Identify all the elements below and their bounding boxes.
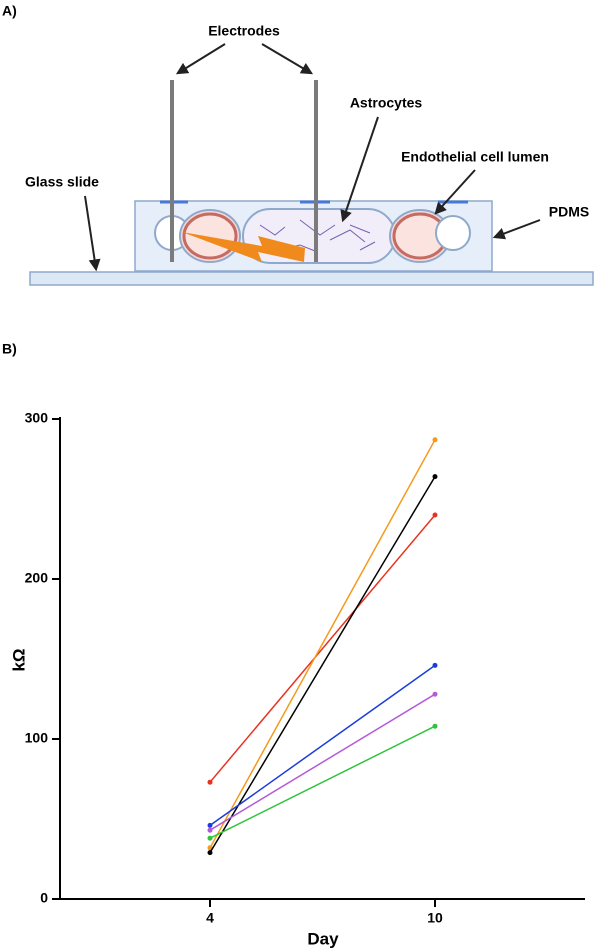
arrow (175, 43, 226, 75)
series-line (209, 514, 436, 783)
point (207, 779, 213, 785)
point (207, 845, 213, 851)
y-tick-label: 300 (25, 410, 49, 426)
y-tick-label: 200 (25, 570, 49, 586)
arrow (434, 169, 476, 215)
label: Glass slide (25, 174, 99, 190)
endothelial (182, 212, 238, 260)
arrow (492, 219, 541, 240)
arrow (84, 195, 101, 272)
series-line (209, 693, 436, 831)
point (207, 850, 213, 856)
astro-channel (242, 208, 396, 264)
y-tick-label: 100 (25, 730, 49, 746)
current-bolt (182, 232, 305, 262)
point (432, 512, 438, 518)
label: Astrocytes (350, 95, 423, 111)
arrow (340, 116, 379, 223)
arrow (261, 43, 314, 75)
point (432, 437, 438, 443)
x-axis-label: Day (307, 929, 339, 948)
point (432, 691, 438, 697)
glass-slide (29, 271, 594, 286)
x-tick-label: 4 (206, 910, 214, 926)
label: PDMS (549, 204, 589, 220)
y-tick-label: 0 (40, 890, 48, 906)
point (207, 835, 213, 841)
point (207, 827, 213, 833)
series-line (209, 664, 436, 827)
diagram: A) Electrodes Astrocytes Endothelial cel… (2, 3, 594, 286)
point (432, 723, 438, 729)
y-axis-label: kΩ (9, 648, 28, 671)
x-tick-label: 10 (427, 910, 443, 926)
panel-label: B) (2, 341, 17, 357)
series-line (209, 725, 436, 839)
series-line (209, 439, 436, 849)
point (432, 474, 438, 480)
channel (435, 215, 471, 251)
label: Endothelial cell lumen (401, 149, 549, 165)
panel-label: A) (2, 3, 17, 19)
series-line (209, 476, 436, 853)
label: Electrodes (208, 23, 280, 39)
point (207, 822, 213, 828)
point (432, 662, 438, 668)
astrocyte-cells (259, 219, 376, 252)
